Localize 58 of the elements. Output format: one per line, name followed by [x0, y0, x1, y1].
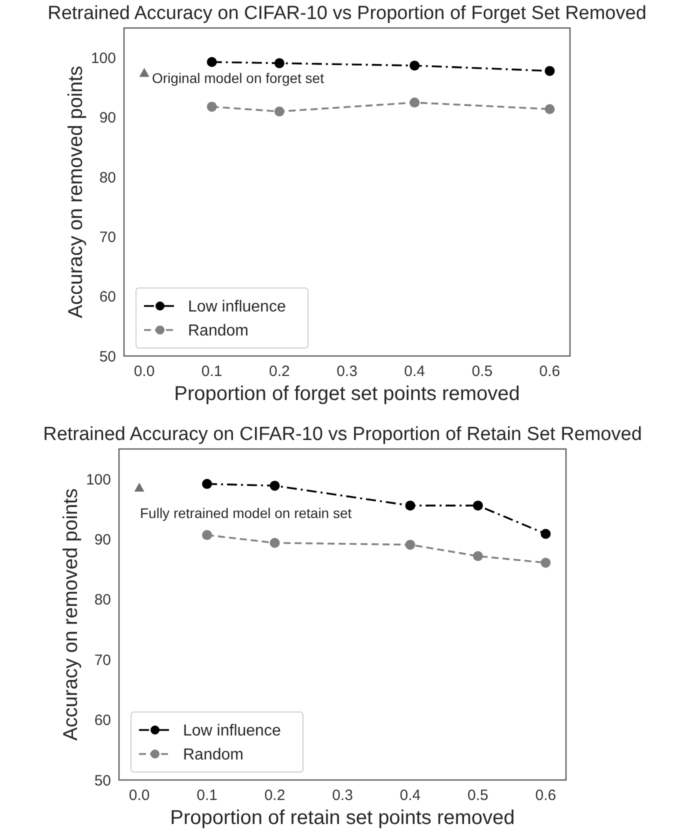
- point: [202, 530, 212, 540]
- point: [405, 500, 416, 511]
- point: [134, 482, 144, 492]
- x-tick-label: 0.4: [404, 363, 426, 380]
- point: [206, 102, 217, 112]
- legend-label: Random: [183, 746, 244, 764]
- x-tick-label: 0.1: [201, 363, 222, 380]
- x-tick-label: 0.3: [336, 363, 358, 380]
- point: [139, 68, 150, 77]
- point: [544, 104, 555, 114]
- y-axis-title: Accuracy on removed points: [65, 66, 87, 318]
- y-tick-label: 70: [94, 652, 111, 669]
- x-tick-label: 0.6: [539, 363, 560, 380]
- x-axis-title: Proportion of forget set points removed: [174, 383, 520, 405]
- point: [410, 60, 420, 71]
- y-tick-label: 50: [99, 348, 116, 366]
- x-tick-label: 0.2: [268, 363, 290, 380]
- x-tick-label: 0.4: [400, 787, 421, 804]
- point: [472, 500, 483, 511]
- annotation: Fully retrained model on retain set: [140, 504, 352, 521]
- x-axis-title: Proportion of retain set points removed: [170, 807, 515, 829]
- x-tick-label: 0.5: [472, 363, 493, 380]
- legend-label: Random: [188, 322, 248, 340]
- x-tick-label: 0.5: [468, 787, 488, 804]
- y-tick-label: 60: [99, 288, 116, 306]
- y-tick-label: 90: [94, 532, 111, 549]
- y-tick-label: 70: [99, 228, 116, 246]
- y-tick-label: 50: [94, 772, 111, 790]
- legend-label: Low influence: [183, 722, 281, 740]
- annotation: Original model on forget set: [152, 70, 324, 86]
- x-tick-label: 0.1: [196, 787, 218, 804]
- x-tick-label: 0.2: [264, 787, 286, 804]
- y-tick-label: 100: [90, 50, 116, 68]
- y-tick-label: 100: [86, 471, 111, 488]
- y-tick-label: 60: [94, 712, 111, 730]
- point: [472, 551, 483, 562]
- x-tick-label: 0.3: [332, 787, 353, 804]
- point: [274, 106, 284, 116]
- chart-title: Retrained Accuracy on CIFAR-10 vs Proportion of Forget Set Removed: [48, 3, 646, 24]
- y-tick-label: 90: [99, 110, 116, 127]
- y-tick-label: 80: [99, 169, 116, 186]
- point: [544, 66, 555, 76]
- point: [540, 528, 551, 539]
- x-tick-label: 0.0: [134, 363, 155, 380]
- point: [540, 558, 551, 568]
- chart-title: Retrained Accuracy on CIFAR-10 vs Proportion of Retain Set Removed: [43, 424, 642, 445]
- x-tick-label: 0.0: [128, 787, 150, 804]
- y-axis-title: Accuracy on removed points: [60, 488, 82, 741]
- point: [274, 58, 284, 68]
- point: [270, 480, 280, 491]
- point: [270, 538, 280, 548]
- point: [202, 478, 212, 489]
- x-tick-label: 0.6: [535, 787, 556, 804]
- y-tick-label: 80: [94, 592, 111, 609]
- legend-label: Low influence: [188, 298, 286, 316]
- point: [410, 98, 420, 108]
- point: [405, 540, 416, 550]
- point: [206, 56, 217, 67]
